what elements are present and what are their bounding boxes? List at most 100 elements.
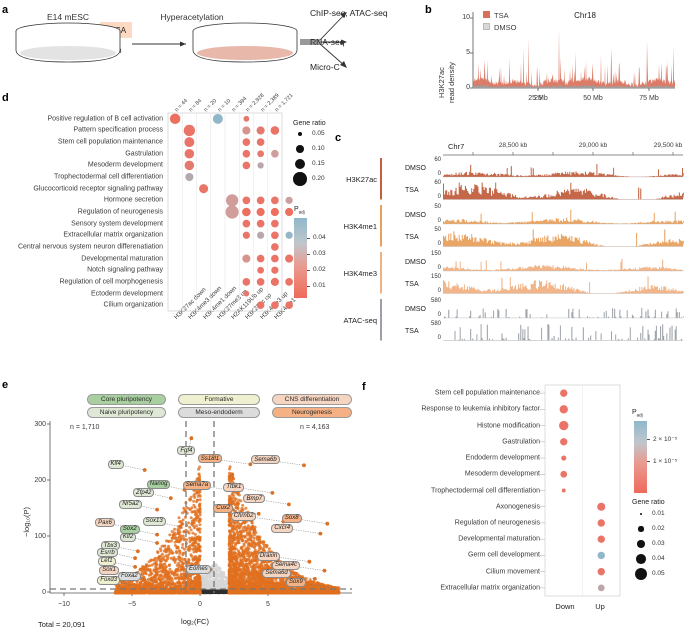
volcano-point-sig [146,580,150,584]
panel-d-dot [184,137,195,148]
volcano-point-sig [181,534,185,538]
volcano-point-sig [168,576,172,580]
track-scale-max: 150 [430,251,441,257]
panel-d-size-legend-dot [297,131,303,137]
volcano-point-sig [170,530,174,533]
volcano-point-sig [198,523,202,527]
volcano-point-ns [221,577,224,580]
dish-1-illustration [15,22,121,63]
volcano-point-sig [135,589,139,593]
panel-d-dot [271,219,279,228]
track-scale-zero: 0 [437,171,441,177]
volcano-point-sig [192,503,196,507]
panel-d-size-legend-title: Gene ratio [293,120,326,127]
volcano-point-sig [170,570,174,574]
volcano-point-sig [189,528,193,532]
volcano-point-sig [159,559,163,563]
panel-c-xtick-2: 29,000 kb [578,142,608,149]
panel-d-color-legend-value: 0.02 [313,266,326,273]
go-term-label: Gastrulation [125,150,163,158]
volcano-point-ns [215,584,218,587]
volcano-point-sig [168,563,171,567]
volcano-point-ns [217,566,220,569]
panel-d-color-legend-bar [294,218,307,298]
volcano-point-sig [155,559,158,563]
panel-e-xtick-minus10: −10 [58,601,70,608]
volcano-point-sig [188,498,192,502]
volcano-point-sig [196,576,200,580]
volcano-point-ns [204,579,207,582]
panel-e-ytick-100: 100 [34,533,46,540]
output-label-chip-atac: ChIP-seq, ATAC-seq [310,8,388,18]
panel-d-dot [199,184,209,194]
panel-d-dot [242,126,251,135]
volcano-point-sig [169,539,173,543]
volcano-point-sig [177,555,181,559]
category-naive-pluripotency: Naive pluripotency [87,407,166,418]
track-scale-zero: 0 [437,312,441,318]
volcano-point-ns [209,576,212,579]
volcano-point-sig [178,520,182,524]
volcano-point-sig [164,539,168,543]
go-term-label: Trophectodermal cell differentiation [54,173,163,181]
track-name-label: H3K4me1 [343,221,377,231]
volcano-point-sig [149,591,153,595]
volcano-point-sig [195,556,199,559]
volcano-point-ns [218,579,221,582]
volcano-point-sig [163,565,167,569]
volcano-point-sig [157,555,161,559]
volcano-point-sig [197,467,201,471]
volcano-point-sig [189,495,193,499]
volcano-point-sig [193,532,197,536]
panel-d-dot [225,205,239,219]
track-scale-max: 50 [434,204,441,210]
track-scale-max: 150 [430,273,441,280]
volcano-point-sig [190,506,194,510]
volcano-point-ns [208,581,211,584]
volcano-point-sig [168,533,172,537]
panel-b-letter: b [425,4,432,16]
volcano-point-ns [208,574,211,577]
volcano-point-sig [186,561,190,565]
volcano-point-sig [167,580,171,584]
track-scale-max: 580 [430,298,441,304]
panel-d-dot [271,243,279,251]
track-name-label: ATAC-seq [343,315,377,325]
volcano-point-ns [219,576,222,579]
go-term-label: Glucocorticoid receptor signaling pathwa… [33,185,163,193]
go-term-label: Cilium organization [103,301,163,309]
volcano-point-ns [218,585,221,588]
dish2-label: Hyperacetylation [160,12,224,22]
volcano-point-sig [197,517,201,521]
volcano-point-sig [197,545,201,549]
go-term-label: Regulation of neurogenesis [77,208,163,216]
panel-e-n-up: n = 4,163 [300,424,330,431]
panel-a-experiment-schematic: a E14 mESC Hyperacetylation +TSA 4 h ChI… [0,0,425,92]
volcano-point-sig [174,550,178,553]
volcano-point-sig [198,554,202,558]
volcano-point-sig [170,578,174,582]
track-scale-zero: 0 [437,287,441,294]
volcano-point-sig [197,527,201,531]
track-condition-label: TSA [405,187,419,194]
volcano-point-ns [220,574,223,577]
panel-d-dot [184,149,195,159]
volcano-point-sig [193,576,197,580]
volcano-point-ns [203,581,206,584]
volcano-point-sig [180,546,184,550]
category-core-pluripotency: Core pluripotency [87,394,166,405]
panel-d-size-legend-dot [294,158,306,170]
volcano-point-sig [192,524,196,528]
panel-d-dot [212,113,223,124]
panel-e-letter: e [2,379,9,391]
panel-e-volcano-plot: e Core pluripotency Naive pluripotency F… [0,377,360,636]
volcano-point-sig [164,559,168,563]
panel-d-dot [225,194,239,207]
panel-e-xtick-5: 5 [266,601,270,608]
panel-b-xtick-1: 25 Mb [528,95,548,102]
go-term-label: Pattern specification process [73,126,164,134]
panel-d-dot [242,219,251,228]
volcano-point-sig [180,590,184,594]
volcano-point-sig [191,543,195,547]
panel-d-color-legend-tick [307,238,310,239]
